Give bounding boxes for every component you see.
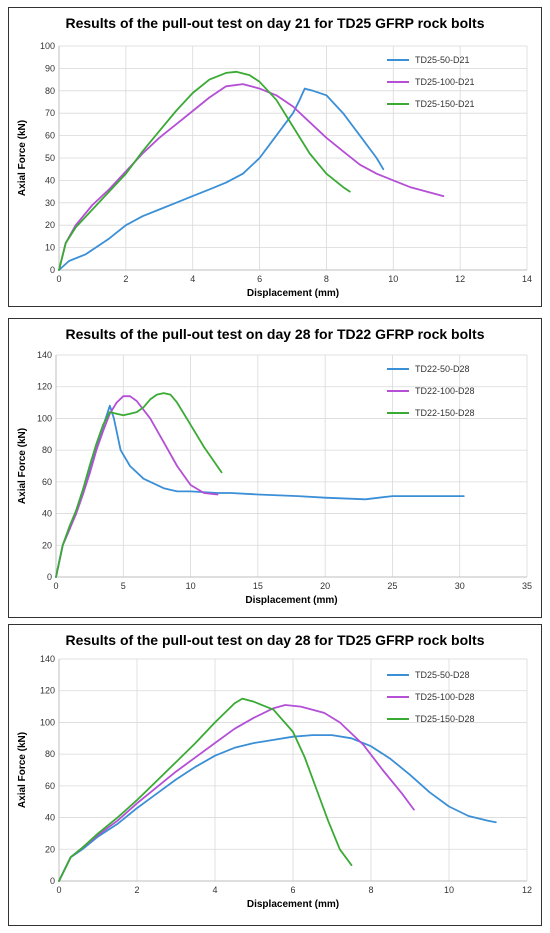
- y-tick-label: 0: [47, 572, 52, 582]
- legend-label: TD22-150-D28: [415, 408, 475, 418]
- y-tick-label: 60: [42, 477, 52, 487]
- y-tick-label: 90: [45, 63, 55, 73]
- x-tick-label: 6: [290, 885, 295, 895]
- x-tick-label: 12: [522, 885, 532, 895]
- x-tick-label: 0: [53, 581, 58, 591]
- y-tick-label: 140: [40, 654, 55, 664]
- y-tick-label: 100: [37, 413, 52, 423]
- legend-label: TD25-50-D28: [415, 670, 470, 680]
- series-line-td22-50-d28: [55, 404, 465, 578]
- y-tick-label: 80: [45, 749, 55, 759]
- chart-day28-td22: Results of the pull-out test on day 28 f…: [17, 326, 532, 606]
- legend-label: TD25-150-D28: [415, 714, 475, 724]
- y-axis-label: Axial Force (kN): [17, 428, 28, 504]
- y-tick-label: 60: [45, 781, 55, 791]
- y-axis-label: Axial Force (kN): [17, 120, 28, 196]
- x-tick-label: 5: [121, 581, 126, 591]
- x-axis-label: Displacement (mm): [247, 899, 339, 910]
- chart-day28-td25: Results of the pull-out test on day 28 f…: [17, 632, 532, 910]
- x-tick-label: 35: [522, 581, 532, 591]
- x-tick-label: 20: [320, 581, 330, 591]
- x-tick-label: 12: [455, 274, 465, 284]
- chart-panel-day28-td25: Results of the pull-out test on day 28 f…: [8, 624, 542, 926]
- y-tick-label: 40: [45, 813, 55, 823]
- y-tick-label: 20: [45, 220, 55, 230]
- y-axis-label: Axial Force (kN): [17, 732, 28, 808]
- x-tick-label: 8: [368, 885, 373, 895]
- series-line-td25-150-d21: [58, 70, 351, 271]
- x-axis-label: Displacement (mm): [245, 595, 337, 606]
- x-tick-label: 8: [324, 274, 329, 284]
- series-line-td22-150-d28: [55, 392, 223, 578]
- x-tick-label: 2: [123, 274, 128, 284]
- y-tick-label: 70: [45, 108, 55, 118]
- chart-title: Results of the pull-out test on day 28 f…: [65, 632, 484, 648]
- legend-label: TD25-150-D21: [415, 99, 475, 109]
- x-tick-label: 10: [388, 274, 398, 284]
- legend-label: TD22-50-D28: [415, 364, 470, 374]
- chart-day21-td25: Results of the pull-out test on day 21 f…: [17, 15, 532, 299]
- y-tick-label: 120: [37, 382, 52, 392]
- series-line-td25-150-d28: [58, 697, 353, 882]
- y-tick-label: 40: [45, 175, 55, 185]
- x-tick-label: 10: [186, 581, 196, 591]
- y-tick-label: 120: [40, 686, 55, 696]
- x-tick-label: 4: [212, 885, 217, 895]
- y-tick-label: 30: [45, 198, 55, 208]
- y-tick-label: 50: [45, 153, 55, 163]
- series-line-td25-100-d28: [58, 704, 415, 882]
- x-tick-label: 30: [455, 581, 465, 591]
- x-tick-label: 0: [56, 274, 61, 284]
- chart-title: Results of the pull-out test on day 28 f…: [65, 326, 484, 342]
- y-tick-label: 80: [45, 86, 55, 96]
- series-line-td25-50-d21: [58, 87, 385, 271]
- x-tick-label: 6: [257, 274, 262, 284]
- y-tick-label: 0: [50, 265, 55, 275]
- y-tick-label: 20: [42, 540, 52, 550]
- x-tick-label: 14: [522, 274, 532, 284]
- chart-title: Results of the pull-out test on day 21 f…: [65, 15, 484, 31]
- y-tick-label: 0: [50, 876, 55, 886]
- x-tick-label: 10: [444, 885, 454, 895]
- legend-label: TD22-100-D28: [415, 386, 475, 396]
- x-tick-label: 15: [253, 581, 263, 591]
- y-tick-label: 10: [45, 243, 55, 253]
- x-tick-label: 4: [190, 274, 195, 284]
- x-tick-label: 0: [56, 885, 61, 895]
- series-line-td25-100-d21: [58, 83, 445, 271]
- y-tick-label: 100: [40, 717, 55, 727]
- y-tick-label: 20: [45, 844, 55, 854]
- chart-panel-day21-td25: Results of the pull-out test on day 21 f…: [8, 7, 542, 307]
- y-tick-label: 80: [42, 445, 52, 455]
- x-axis-label: Displacement (mm): [247, 288, 339, 299]
- y-tick-label: 60: [45, 131, 55, 141]
- y-tick-label: 140: [37, 350, 52, 360]
- y-tick-label: 100: [40, 41, 55, 51]
- legend-label: TD25-50-D21: [415, 55, 470, 65]
- legend-label: TD25-100-D21: [415, 77, 475, 87]
- legend-label: TD25-100-D28: [415, 692, 475, 702]
- x-tick-label: 25: [387, 581, 397, 591]
- x-tick-label: 2: [134, 885, 139, 895]
- y-tick-label: 40: [42, 509, 52, 519]
- series-line-td22-100-d28: [55, 395, 219, 578]
- series-line-td25-50-d28: [58, 734, 497, 882]
- chart-panel-day28-td22: Results of the pull-out test on day 28 f…: [8, 318, 542, 618]
